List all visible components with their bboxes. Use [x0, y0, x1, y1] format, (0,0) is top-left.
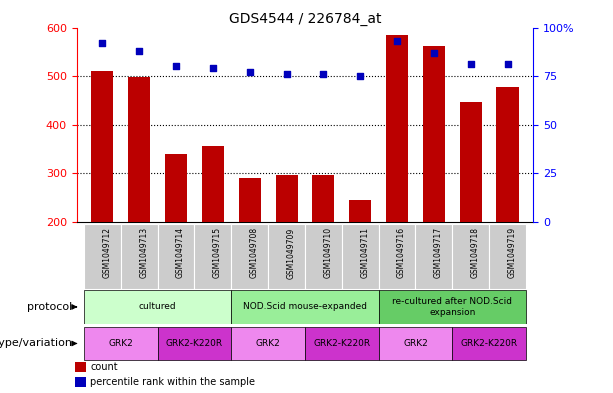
Point [97, 40, 107, 46]
Bar [305, 327, 379, 360]
Point [208, 65, 218, 72]
Text: GSM1049717: GSM1049717 [434, 227, 443, 278]
Bar [313, 175, 335, 319]
Bar [423, 46, 445, 319]
Text: GSM1049718: GSM1049718 [471, 227, 480, 278]
Bar [121, 224, 158, 289]
Bar [238, 178, 261, 319]
Bar [231, 224, 268, 289]
Bar [84, 224, 121, 289]
Bar [91, 71, 113, 319]
Bar [84, 327, 158, 360]
Bar [379, 224, 416, 289]
Bar [194, 224, 231, 289]
Text: GSM1049708: GSM1049708 [249, 227, 259, 278]
Bar [379, 327, 452, 360]
Point [134, 48, 144, 54]
Bar [275, 175, 297, 319]
Text: percentile rank within the sample: percentile rank within the sample [90, 377, 255, 387]
Text: GRK2-K220R: GRK2-K220R [313, 339, 370, 348]
Bar [202, 146, 224, 319]
Point [171, 63, 181, 70]
Bar [305, 224, 342, 289]
Point [503, 61, 512, 68]
Bar [158, 224, 194, 289]
Bar [84, 290, 231, 323]
Text: count: count [90, 362, 118, 373]
Bar [128, 77, 150, 319]
Text: GSM1049711: GSM1049711 [360, 227, 369, 278]
Point [466, 61, 476, 68]
Bar [231, 327, 305, 360]
Text: cultured: cultured [139, 303, 177, 311]
Bar [497, 87, 519, 319]
Text: GRK2: GRK2 [256, 339, 281, 348]
Bar [158, 327, 231, 360]
Bar [460, 102, 482, 319]
Text: re-cultured after NOD.Scid
expansion: re-cultured after NOD.Scid expansion [392, 297, 512, 317]
Text: GRK2-K220R: GRK2-K220R [166, 339, 223, 348]
Text: GSM1049715: GSM1049715 [213, 227, 222, 278]
Bar [379, 290, 526, 323]
Point [356, 73, 365, 79]
Text: GSM1049714: GSM1049714 [176, 227, 185, 278]
Text: GSM1049710: GSM1049710 [324, 227, 332, 278]
Text: GSM1049709: GSM1049709 [286, 227, 295, 279]
Bar [416, 224, 452, 289]
Text: GRK2-K220R: GRK2-K220R [460, 339, 517, 348]
Bar [386, 35, 408, 319]
Point [392, 38, 402, 44]
Text: protocol: protocol [27, 302, 72, 312]
Title: GDS4544 / 226784_at: GDS4544 / 226784_at [229, 13, 381, 26]
Text: NOD.Scid mouse-expanded: NOD.Scid mouse-expanded [243, 303, 367, 311]
Bar [342, 224, 379, 289]
Bar [452, 224, 489, 289]
Text: GSM1049712: GSM1049712 [102, 227, 112, 278]
Text: genotype/variation: genotype/variation [0, 338, 72, 349]
Bar [452, 327, 526, 360]
Text: GSM1049719: GSM1049719 [508, 227, 517, 278]
Point [245, 69, 254, 75]
Point [281, 71, 291, 77]
Point [429, 50, 439, 56]
Text: GSM1049713: GSM1049713 [139, 227, 148, 278]
Bar [268, 224, 305, 289]
Text: GRK2: GRK2 [403, 339, 428, 348]
Text: GSM1049716: GSM1049716 [397, 227, 406, 278]
Bar [489, 224, 526, 289]
Text: GRK2: GRK2 [109, 339, 133, 348]
Bar [349, 200, 371, 319]
Bar [165, 154, 187, 319]
Bar [231, 290, 379, 323]
Point [319, 71, 329, 77]
